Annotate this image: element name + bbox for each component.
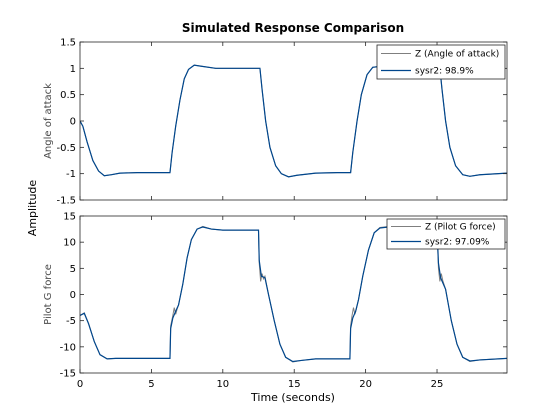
subplot-ylabel: Angle of attack	[43, 83, 54, 159]
y-tick-label: 0.5	[60, 90, 76, 101]
y-tick-label: 1.5	[60, 38, 76, 49]
shared-ylabel: Amplitude	[26, 180, 39, 237]
y-tick-label: -1.5	[56, 196, 76, 207]
y-tick-label: 0	[70, 290, 76, 301]
y-tick-label: -15	[60, 369, 76, 380]
legend-label: Z (Pilot G force)	[425, 223, 496, 233]
xlabel: Time (seconds)	[250, 391, 335, 404]
x-tick-label: 15	[288, 379, 301, 390]
y-tick-label: -5	[66, 316, 76, 327]
legend-label: sysr2: 97.09%	[425, 238, 490, 248]
legend: Z (Angle of attack) sysr2: 98.9%	[376, 44, 506, 80]
y-tick-label: 15	[63, 212, 76, 223]
y-tick-label: -1	[66, 169, 76, 180]
y-tick-label: 5	[70, 264, 76, 275]
legend: Z (Pilot G force) sysr2: 97.09%	[386, 218, 506, 250]
subplot-1: -1.5 -1 -0.5 0 0.5 1 1.5 Angle of attack Z (Angl…	[43, 38, 508, 207]
legend-label: sysr2: 98.9%	[415, 67, 474, 77]
subplot-ylabel: Pilot G force	[43, 264, 54, 325]
subplots: -1.5 -1 -0.5 0 0.5 1 1.5 Angle of attack Z (Angl…	[43, 38, 508, 390]
subplot-2: 0 5 10 15 20 25 -15 -10 -5 0 5 10 15 Pilot G force Z (…	[43, 212, 508, 390]
x-tick-label: 25	[431, 379, 444, 390]
legend-label: Z (Angle of attack)	[415, 50, 499, 60]
x-tick-label: 10	[216, 379, 229, 390]
y-tick-label: 0	[70, 117, 76, 128]
y-tick-label: 10	[63, 238, 76, 249]
y-tick-label: -10	[60, 342, 76, 353]
chart-title: Simulated Response Comparison	[182, 21, 404, 35]
legend-box	[386, 218, 506, 250]
x-tick-label: 5	[148, 379, 154, 390]
x-tick-label: 20	[359, 379, 372, 390]
y-tick-label: 1	[70, 64, 76, 75]
legend-box	[376, 44, 506, 80]
y-tick-label: -0.5	[56, 143, 76, 154]
x-tick-label: 0	[77, 379, 83, 390]
